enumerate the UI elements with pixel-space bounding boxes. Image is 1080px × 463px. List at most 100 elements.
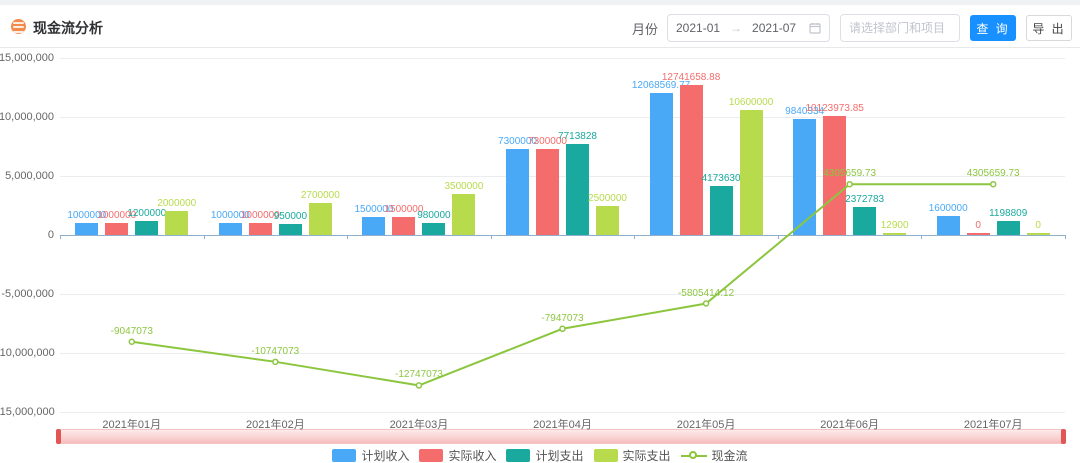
y-axis-label: -15,000,000 [0, 406, 55, 418]
line-point[interactable] [415, 382, 423, 389]
bar-计划收入[interactable] [75, 223, 99, 235]
datazoom-handle-left[interactable] [56, 429, 61, 444]
bar-value-label: 9840334 [785, 105, 825, 117]
bar-value-label: 12900 [880, 220, 909, 231]
legend-line-marker [680, 449, 707, 462]
line-value-label: -12747073 [395, 369, 443, 381]
bar-实际收入[interactable] [248, 223, 272, 235]
legend-item-实际支出[interactable]: 实际支出 [593, 447, 671, 463]
bar-计划收入[interactable] [218, 223, 242, 235]
line-value-label: 4305659.73 [823, 168, 877, 180]
gridline [60, 58, 1065, 59]
datazoom-handle-right[interactable] [1061, 429, 1066, 444]
legend-item-计划支出[interactable]: 计划支出 [506, 447, 584, 463]
department-project-select[interactable] [840, 14, 960, 42]
top-strip [0, 0, 1080, 5]
legend-label: 现金流 [711, 449, 748, 463]
bar-实际收入[interactable] [392, 217, 416, 235]
gridline [60, 117, 1065, 118]
bar-value-label: 10123973.85 [805, 102, 864, 114]
bar-计划收入[interactable] [936, 216, 960, 235]
cashflow-chart: 计划收入 实际收入 计划支出 实际支出 现金流 15,000,000 10,000,000… [0, 48, 1080, 463]
bar-实际收入[interactable] [105, 223, 129, 235]
bar-value-label: 12741658.88 [661, 71, 721, 83]
bar-计划收入[interactable] [649, 92, 673, 235]
x-axis-label: 2021年01月 [102, 419, 162, 431]
y-axis-label: 5,000,000 [5, 170, 54, 182]
datazoom-slider[interactable] [56, 429, 1066, 444]
bar-value-label: 1198809 [989, 207, 1028, 219]
legend-item-现金流[interactable]: 现金流 [680, 447, 748, 463]
bar-实际收入[interactable] [679, 84, 703, 235]
bar-计划支出[interactable] [278, 223, 302, 235]
legend-label: 计划收入 [361, 449, 410, 463]
gridline [60, 353, 1065, 354]
bar-计划收入[interactable] [506, 148, 529, 235]
x-axis-label: 2021年04月 [533, 419, 592, 431]
bar-value-label: 1200000 [127, 207, 167, 219]
x-axis-tick [777, 235, 779, 239]
bar-实际支出[interactable] [596, 205, 619, 235]
bar-计划收入[interactable] [362, 217, 386, 235]
bar-实际收入[interactable] [966, 233, 990, 235]
bar-实际支出[interactable] [165, 211, 189, 235]
bar-计划支出[interactable] [709, 185, 733, 235]
bar-实际支出[interactable] [883, 233, 907, 235]
export-button[interactable]: 导 出 [1026, 15, 1072, 41]
date-start-value: 2021-01 [676, 21, 721, 35]
bar-value-label: 4173630 [701, 172, 741, 184]
arrow-right-icon: → [730, 21, 743, 35]
gridline [60, 294, 1065, 295]
line-point[interactable] [846, 180, 853, 188]
bar-实际支出[interactable] [1026, 233, 1050, 235]
line-point[interactable] [128, 338, 136, 346]
month-label: 月份 [631, 21, 658, 37]
x-axis-tick [1065, 235, 1066, 239]
bar-value-label: 2700000 [300, 190, 340, 202]
x-axis-label: 2021年02月 [245, 419, 305, 431]
x-axis-line [60, 235, 1065, 236]
x-axis-label: 2021年05月 [676, 419, 736, 431]
bar-value-label: 1000000 [97, 210, 137, 222]
page-title: 现金流分析 [33, 20, 103, 36]
bar-value-label: 2500000 [588, 192, 627, 204]
bar-实际收入[interactable] [536, 148, 559, 235]
legend-item-计划收入[interactable]: 计划收入 [332, 447, 409, 463]
bar-value-label: 3500000 [444, 180, 484, 192]
bar-计划支出[interactable] [566, 143, 589, 235]
bar-value-label: 1500000 [384, 204, 424, 216]
bar-value-label: 0 [1035, 220, 1041, 231]
calendar-icon [809, 22, 821, 34]
bar-value-label: 2372783 [845, 194, 885, 205]
gridline [60, 176, 1065, 177]
y-axis-label: -10,000,000 [0, 347, 55, 359]
line-value-label: -7947073 [541, 312, 584, 324]
bar-实际支出[interactable] [739, 109, 763, 235]
legend-swatch [593, 449, 618, 462]
bar-实际收入[interactable] [823, 115, 847, 235]
x-axis-label: 2021年03月 [389, 419, 449, 431]
legend-item-实际收入[interactable]: 实际收入 [419, 447, 496, 463]
line-point[interactable] [989, 180, 997, 188]
y-axis-label: -5,000,000 [1, 288, 54, 300]
query-button[interactable]: 查 询 [970, 15, 1016, 41]
bar-计划收入[interactable] [793, 118, 817, 235]
bar-计划支出[interactable] [853, 207, 877, 235]
bar-计划支出[interactable] [996, 220, 1020, 235]
bar-value-label: 980000 [417, 210, 451, 222]
legend-swatch [506, 449, 531, 462]
y-axis-label: 0 [47, 229, 54, 241]
line-point[interactable] [702, 300, 710, 307]
line-point[interactable] [559, 325, 566, 333]
bar-实际支出[interactable] [452, 193, 476, 235]
line-point[interactable] [272, 358, 279, 366]
bar-value-label: 7300000 [528, 135, 567, 147]
bar-value-label: 7300000 [498, 135, 537, 147]
bar-计划支出[interactable] [135, 220, 159, 235]
legend-swatch [332, 449, 357, 462]
bar-实际支出[interactable] [308, 203, 332, 235]
bar-计划支出[interactable] [422, 223, 446, 235]
date-range-picker[interactable]: 2021-01 → 2021-07 [667, 14, 830, 42]
x-axis-tick [634, 235, 636, 239]
legend-label: 实际收入 [448, 449, 497, 463]
